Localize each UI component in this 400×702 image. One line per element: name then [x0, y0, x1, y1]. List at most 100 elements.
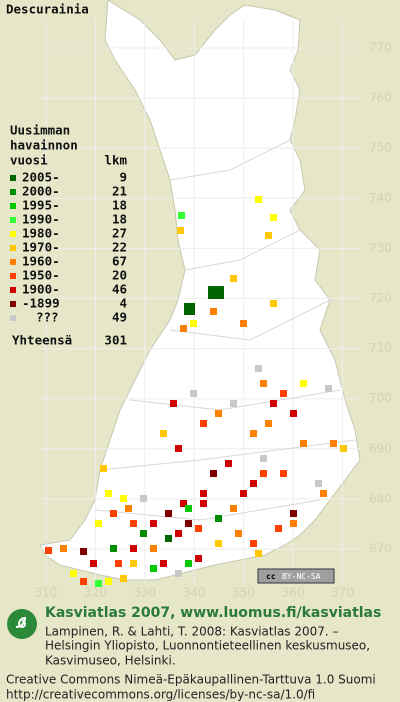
citation: Lampinen, R. & Lahti, T. 2008: Kasviatla… [45, 625, 339, 639]
legend-count: 46 [112, 282, 127, 297]
record-square [165, 535, 172, 542]
record-square [300, 380, 307, 387]
northing-label: 710 [369, 341, 392, 355]
record-square [315, 480, 322, 487]
citation: Kasvimuseo, Helsinki. [45, 654, 176, 668]
brand: Kasviatlas 2007, www.luomus.fi/kasviatla… [45, 605, 381, 621]
record-square [180, 325, 187, 332]
record-square [140, 495, 147, 502]
record-square [230, 505, 237, 512]
record-square [100, 465, 107, 472]
record-square [110, 545, 117, 552]
record-square [250, 540, 257, 547]
legend-swatch [10, 273, 16, 279]
record-square [240, 320, 247, 327]
record-square [250, 430, 257, 437]
record-square [190, 390, 197, 397]
legend-swatch [10, 301, 16, 307]
northing-label: 730 [369, 241, 392, 255]
record-square [340, 445, 347, 452]
cc-badge: cc BY-NC-SA [257, 568, 335, 584]
northing-label: 740 [369, 191, 392, 205]
record-square [185, 520, 192, 527]
northing-label: 680 [369, 491, 392, 505]
record-square [130, 545, 137, 552]
record-square [185, 560, 192, 567]
legend-count: 18 [112, 212, 127, 227]
border [94, 499, 321, 521]
legend-label: 1990- [22, 212, 60, 227]
legend-count: 22 [112, 240, 127, 255]
record-square [195, 555, 202, 562]
northing-label: 720 [369, 291, 392, 305]
record-square [184, 303, 195, 315]
record-square [215, 540, 222, 547]
title: Descurainia [6, 2, 89, 17]
easting-label: 370 [331, 586, 354, 600]
badge-box [257, 568, 335, 584]
record-square [260, 455, 267, 462]
legend-heading: vuosi [10, 153, 48, 168]
record-square [235, 530, 242, 537]
legend-heading: havainnon [10, 138, 78, 153]
record-square [265, 420, 272, 427]
record-square [90, 560, 97, 567]
record-square [215, 515, 222, 522]
record-square [175, 530, 182, 537]
northing-label: 670 [369, 542, 392, 556]
legend-swatch [10, 175, 16, 181]
record-square [290, 520, 297, 527]
record-square [140, 530, 147, 537]
record-square [210, 308, 217, 315]
legend-label: 2005- [22, 170, 60, 185]
record-square [255, 196, 262, 203]
record-square [178, 212, 185, 219]
record-square [280, 390, 287, 397]
legend-label: 1960- [22, 254, 60, 269]
legend-label: 1900- [22, 282, 60, 297]
record-square [280, 470, 287, 477]
record-square [250, 480, 257, 487]
record-square [325, 385, 332, 392]
record-square [275, 525, 282, 532]
border [169, 299, 331, 341]
record-square [200, 490, 207, 497]
logo-spiral [15, 616, 27, 628]
record-square [265, 232, 272, 239]
record-square [177, 227, 184, 234]
northing-label: 760 [369, 91, 392, 105]
legend-count: 49 [112, 310, 127, 325]
record-square [150, 565, 157, 572]
record-square [60, 545, 67, 552]
record-square [225, 460, 232, 467]
record-square [160, 430, 167, 437]
record-square [260, 470, 267, 477]
northing-label: 750 [369, 141, 392, 155]
record-square [105, 578, 112, 585]
legend-swatch [10, 231, 16, 237]
legend-count-heading: lkm [104, 153, 127, 168]
record-square [230, 400, 237, 407]
total-label: Yhteensä [12, 333, 72, 348]
record-square [270, 214, 277, 221]
record-square [45, 547, 52, 554]
record-square [300, 440, 307, 447]
legend-label: 1980- [22, 226, 60, 241]
record-square [290, 510, 297, 517]
legend-label: ??? [36, 310, 59, 325]
record-square [130, 560, 137, 567]
easting-label: 320 [84, 586, 107, 600]
legend-swatch [10, 245, 16, 251]
record-square [95, 580, 102, 587]
legend-count: 4 [119, 296, 127, 311]
grid: 770 760 750 740 730 720 710 700 690 680 670 310 320 3… [35, 20, 392, 600]
easting-label: 310 [35, 586, 58, 600]
record-square [125, 505, 132, 512]
record-square [270, 400, 277, 407]
legend-count: 20 [112, 268, 127, 283]
license: Creative Commons Nimeä-Epäkaupallinen-Ta… [6, 673, 376, 687]
record-square [150, 545, 157, 552]
record-square [260, 380, 267, 387]
legend-swatch [10, 189, 16, 195]
